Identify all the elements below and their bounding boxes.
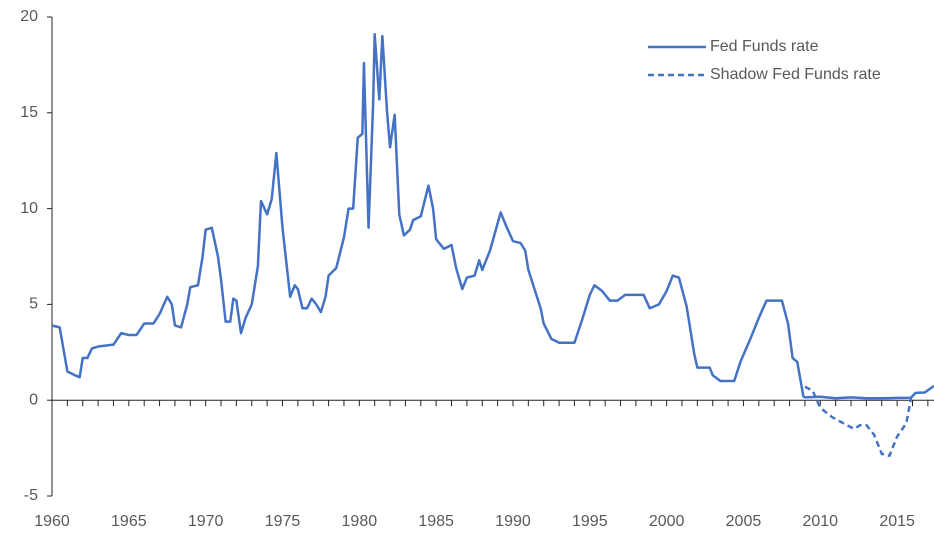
x-tick-label: 1960	[34, 513, 70, 530]
x-tick-label: 2000	[649, 513, 685, 530]
x-tick-label: 2015	[879, 513, 915, 530]
y-tick-label: 15	[20, 104, 38, 121]
y-tick-label: -5	[24, 487, 38, 504]
series-line	[804, 385, 913, 458]
series-line	[51, 32, 934, 400]
x-tick-label: 1985	[418, 513, 454, 530]
x-tick-label: 1980	[342, 513, 378, 530]
x-tick-label: 1970	[188, 513, 224, 530]
x-tick-label: 1965	[111, 513, 147, 530]
y-tick-label: 10	[20, 200, 38, 217]
y-tick-label: 20	[20, 8, 38, 25]
y-tick-label: 0	[29, 391, 38, 408]
x-tick-label: 2010	[802, 513, 838, 530]
x-tick-label: 2005	[726, 513, 762, 530]
legend-label: Fed Funds rate	[710, 38, 819, 55]
x-tick-label: 1975	[265, 513, 301, 530]
x-tick-label: 1995	[572, 513, 608, 530]
x-tick-label: 1990	[495, 513, 531, 530]
legend-label: Shadow Fed Funds rate	[710, 66, 881, 83]
y-tick-label: 5	[29, 296, 38, 313]
